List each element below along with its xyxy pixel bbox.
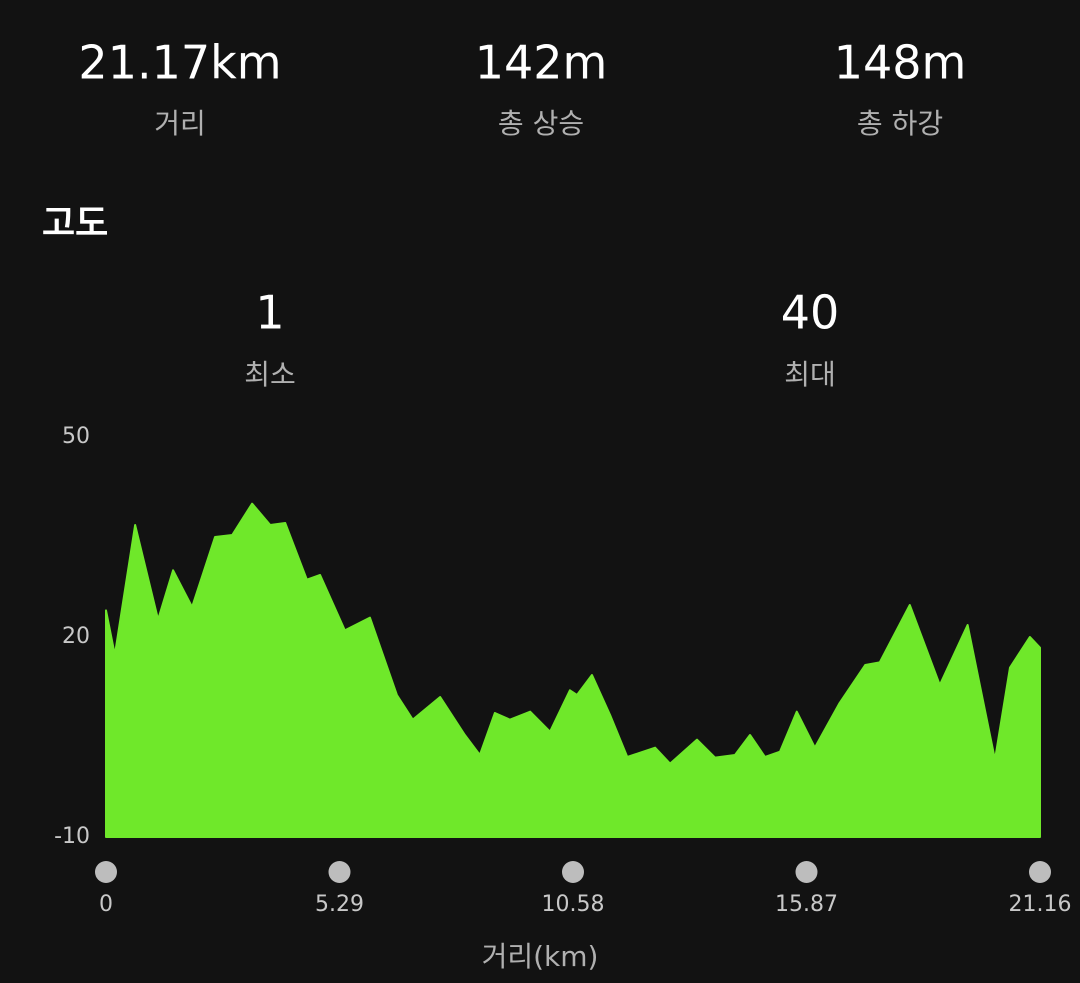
summary-value: 40	[781, 286, 840, 340]
section-title: 고도	[42, 203, 108, 244]
x-tick-label: 15.87	[775, 892, 838, 917]
x-tick-dot	[95, 861, 117, 883]
stat-label: 거리	[154, 107, 206, 140]
y-tick-label: 20	[62, 624, 90, 649]
stat-value: 21.17km	[78, 36, 281, 90]
stat-label: 총 상승	[498, 107, 584, 140]
summary-label: 최소	[244, 358, 296, 391]
x-tick-dot	[1029, 861, 1051, 883]
summary-label: 최대	[784, 358, 836, 391]
x-tick-dot	[562, 861, 584, 883]
x-tick-label: 10.58	[542, 892, 605, 917]
elevation-area	[105, 502, 1041, 838]
x-tick-dot	[795, 861, 818, 883]
x-tick-label: 21.16	[1009, 892, 1072, 917]
summary-value: 1	[255, 286, 284, 340]
y-tick-label: -10	[54, 824, 90, 849]
x-tick-dot	[328, 861, 351, 883]
stat-value: 142m	[475, 36, 608, 90]
x-tick-label: 0	[99, 892, 113, 917]
y-tick-label: 50	[62, 424, 90, 449]
x-tick-label: 5.29	[315, 892, 364, 917]
stat-label: 총 하강	[857, 107, 943, 140]
x-axis-title: 거리(km)	[482, 940, 599, 973]
stat-value: 148m	[834, 36, 967, 90]
